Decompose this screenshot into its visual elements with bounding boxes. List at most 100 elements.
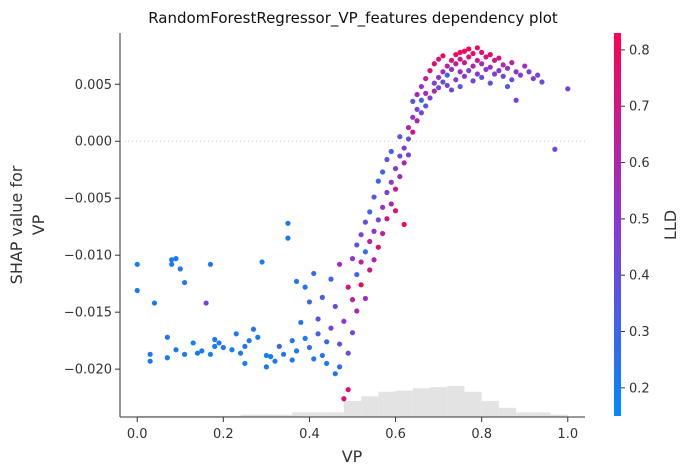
data-point bbox=[448, 57, 455, 63]
data-point bbox=[423, 90, 429, 96]
data-point bbox=[448, 87, 455, 93]
histogram-bar bbox=[326, 412, 344, 417]
data-point bbox=[414, 106, 420, 112]
data-point bbox=[431, 61, 437, 67]
data-point bbox=[513, 97, 519, 103]
data-point bbox=[173, 347, 179, 353]
data-point bbox=[367, 209, 373, 215]
data-point bbox=[444, 72, 450, 78]
histogram-bar bbox=[430, 387, 448, 417]
y-tick-label: −0.020 bbox=[64, 363, 112, 378]
histogram-bar bbox=[447, 386, 465, 417]
data-point bbox=[341, 396, 347, 402]
data-point bbox=[212, 336, 218, 343]
data-point bbox=[345, 387, 351, 393]
data-point bbox=[207, 351, 214, 357]
data-point bbox=[285, 220, 291, 226]
data-point bbox=[289, 357, 295, 363]
data-point bbox=[380, 230, 386, 237]
data-point bbox=[328, 325, 334, 331]
data-point bbox=[164, 334, 170, 340]
data-point bbox=[177, 266, 183, 272]
data-point bbox=[410, 129, 416, 135]
histogram-bar bbox=[498, 407, 517, 417]
data-point bbox=[293, 278, 300, 285]
data-point bbox=[293, 348, 300, 354]
data-point bbox=[466, 68, 472, 74]
data-point bbox=[479, 49, 485, 55]
histogram-bar bbox=[171, 415, 189, 417]
data-point bbox=[319, 352, 325, 359]
data-point bbox=[397, 134, 403, 140]
histogram-bar bbox=[412, 388, 430, 417]
points-layer bbox=[134, 45, 571, 402]
data-point bbox=[324, 339, 330, 345]
data-point bbox=[384, 156, 390, 163]
data-point bbox=[259, 259, 265, 265]
data-point bbox=[354, 242, 360, 248]
data-point bbox=[392, 208, 399, 214]
data-point bbox=[199, 348, 205, 354]
data-point bbox=[268, 354, 274, 360]
data-point bbox=[134, 261, 140, 267]
data-point bbox=[375, 178, 381, 184]
data-point bbox=[405, 152, 412, 158]
histogram-bar bbox=[464, 391, 482, 417]
data-point bbox=[336, 364, 343, 370]
colorbar-tick-label: 0.7 bbox=[629, 100, 650, 115]
histogram-bar bbox=[137, 415, 155, 417]
data-point bbox=[504, 65, 511, 71]
data-point bbox=[522, 63, 528, 69]
data-point bbox=[250, 326, 257, 332]
data-point bbox=[530, 75, 536, 82]
data-point bbox=[315, 331, 321, 337]
x-ticks: 0.0 0.2 0.4 0.6 0.8 1.0 bbox=[127, 417, 578, 442]
data-point bbox=[371, 257, 377, 263]
data-point bbox=[436, 74, 442, 81]
x-tick-label: 1.0 bbox=[557, 427, 578, 442]
data-point bbox=[474, 57, 480, 63]
colorbar-tick-label: 0.5 bbox=[629, 212, 650, 227]
data-point bbox=[371, 194, 377, 200]
data-point bbox=[431, 80, 437, 86]
data-point bbox=[517, 72, 524, 78]
data-point bbox=[418, 97, 424, 103]
data-point bbox=[423, 103, 429, 109]
data-point bbox=[328, 276, 334, 282]
histogram-layer bbox=[137, 386, 568, 417]
data-point bbox=[315, 316, 321, 322]
data-point bbox=[500, 62, 506, 68]
data-point bbox=[436, 56, 442, 62]
data-point bbox=[405, 136, 412, 142]
data-point bbox=[470, 78, 476, 84]
data-point bbox=[474, 45, 480, 51]
data-point bbox=[388, 201, 394, 207]
histogram-bar bbox=[343, 400, 362, 417]
colorbar-label: LLD bbox=[661, 210, 680, 240]
data-point bbox=[358, 282, 364, 288]
histogram-bar bbox=[206, 415, 224, 417]
data-point bbox=[345, 284, 351, 290]
x-tick-label: 0.2 bbox=[213, 427, 234, 442]
data-point bbox=[263, 364, 269, 370]
y-axis-label-line-1: SHAP value for bbox=[7, 165, 26, 284]
data-point bbox=[448, 66, 455, 73]
data-point bbox=[362, 249, 369, 255]
data-point bbox=[453, 61, 459, 67]
data-point bbox=[349, 297, 356, 303]
data-point bbox=[427, 68, 433, 74]
data-point bbox=[461, 48, 468, 54]
histogram-bar bbox=[550, 414, 568, 417]
y-ticks: 0.005 0.000 −0.005 −0.010 −0.015 −0.020 bbox=[64, 78, 120, 378]
data-point bbox=[479, 74, 485, 81]
data-point bbox=[302, 284, 308, 290]
data-point bbox=[237, 350, 244, 356]
data-point bbox=[496, 55, 502, 61]
data-point bbox=[384, 216, 390, 222]
data-point bbox=[345, 350, 351, 356]
axes-layer bbox=[119, 33, 585, 418]
data-point bbox=[349, 330, 356, 336]
x-tick-label: 0.6 bbox=[385, 427, 406, 442]
data-point bbox=[358, 259, 364, 265]
data-point bbox=[281, 351, 287, 357]
